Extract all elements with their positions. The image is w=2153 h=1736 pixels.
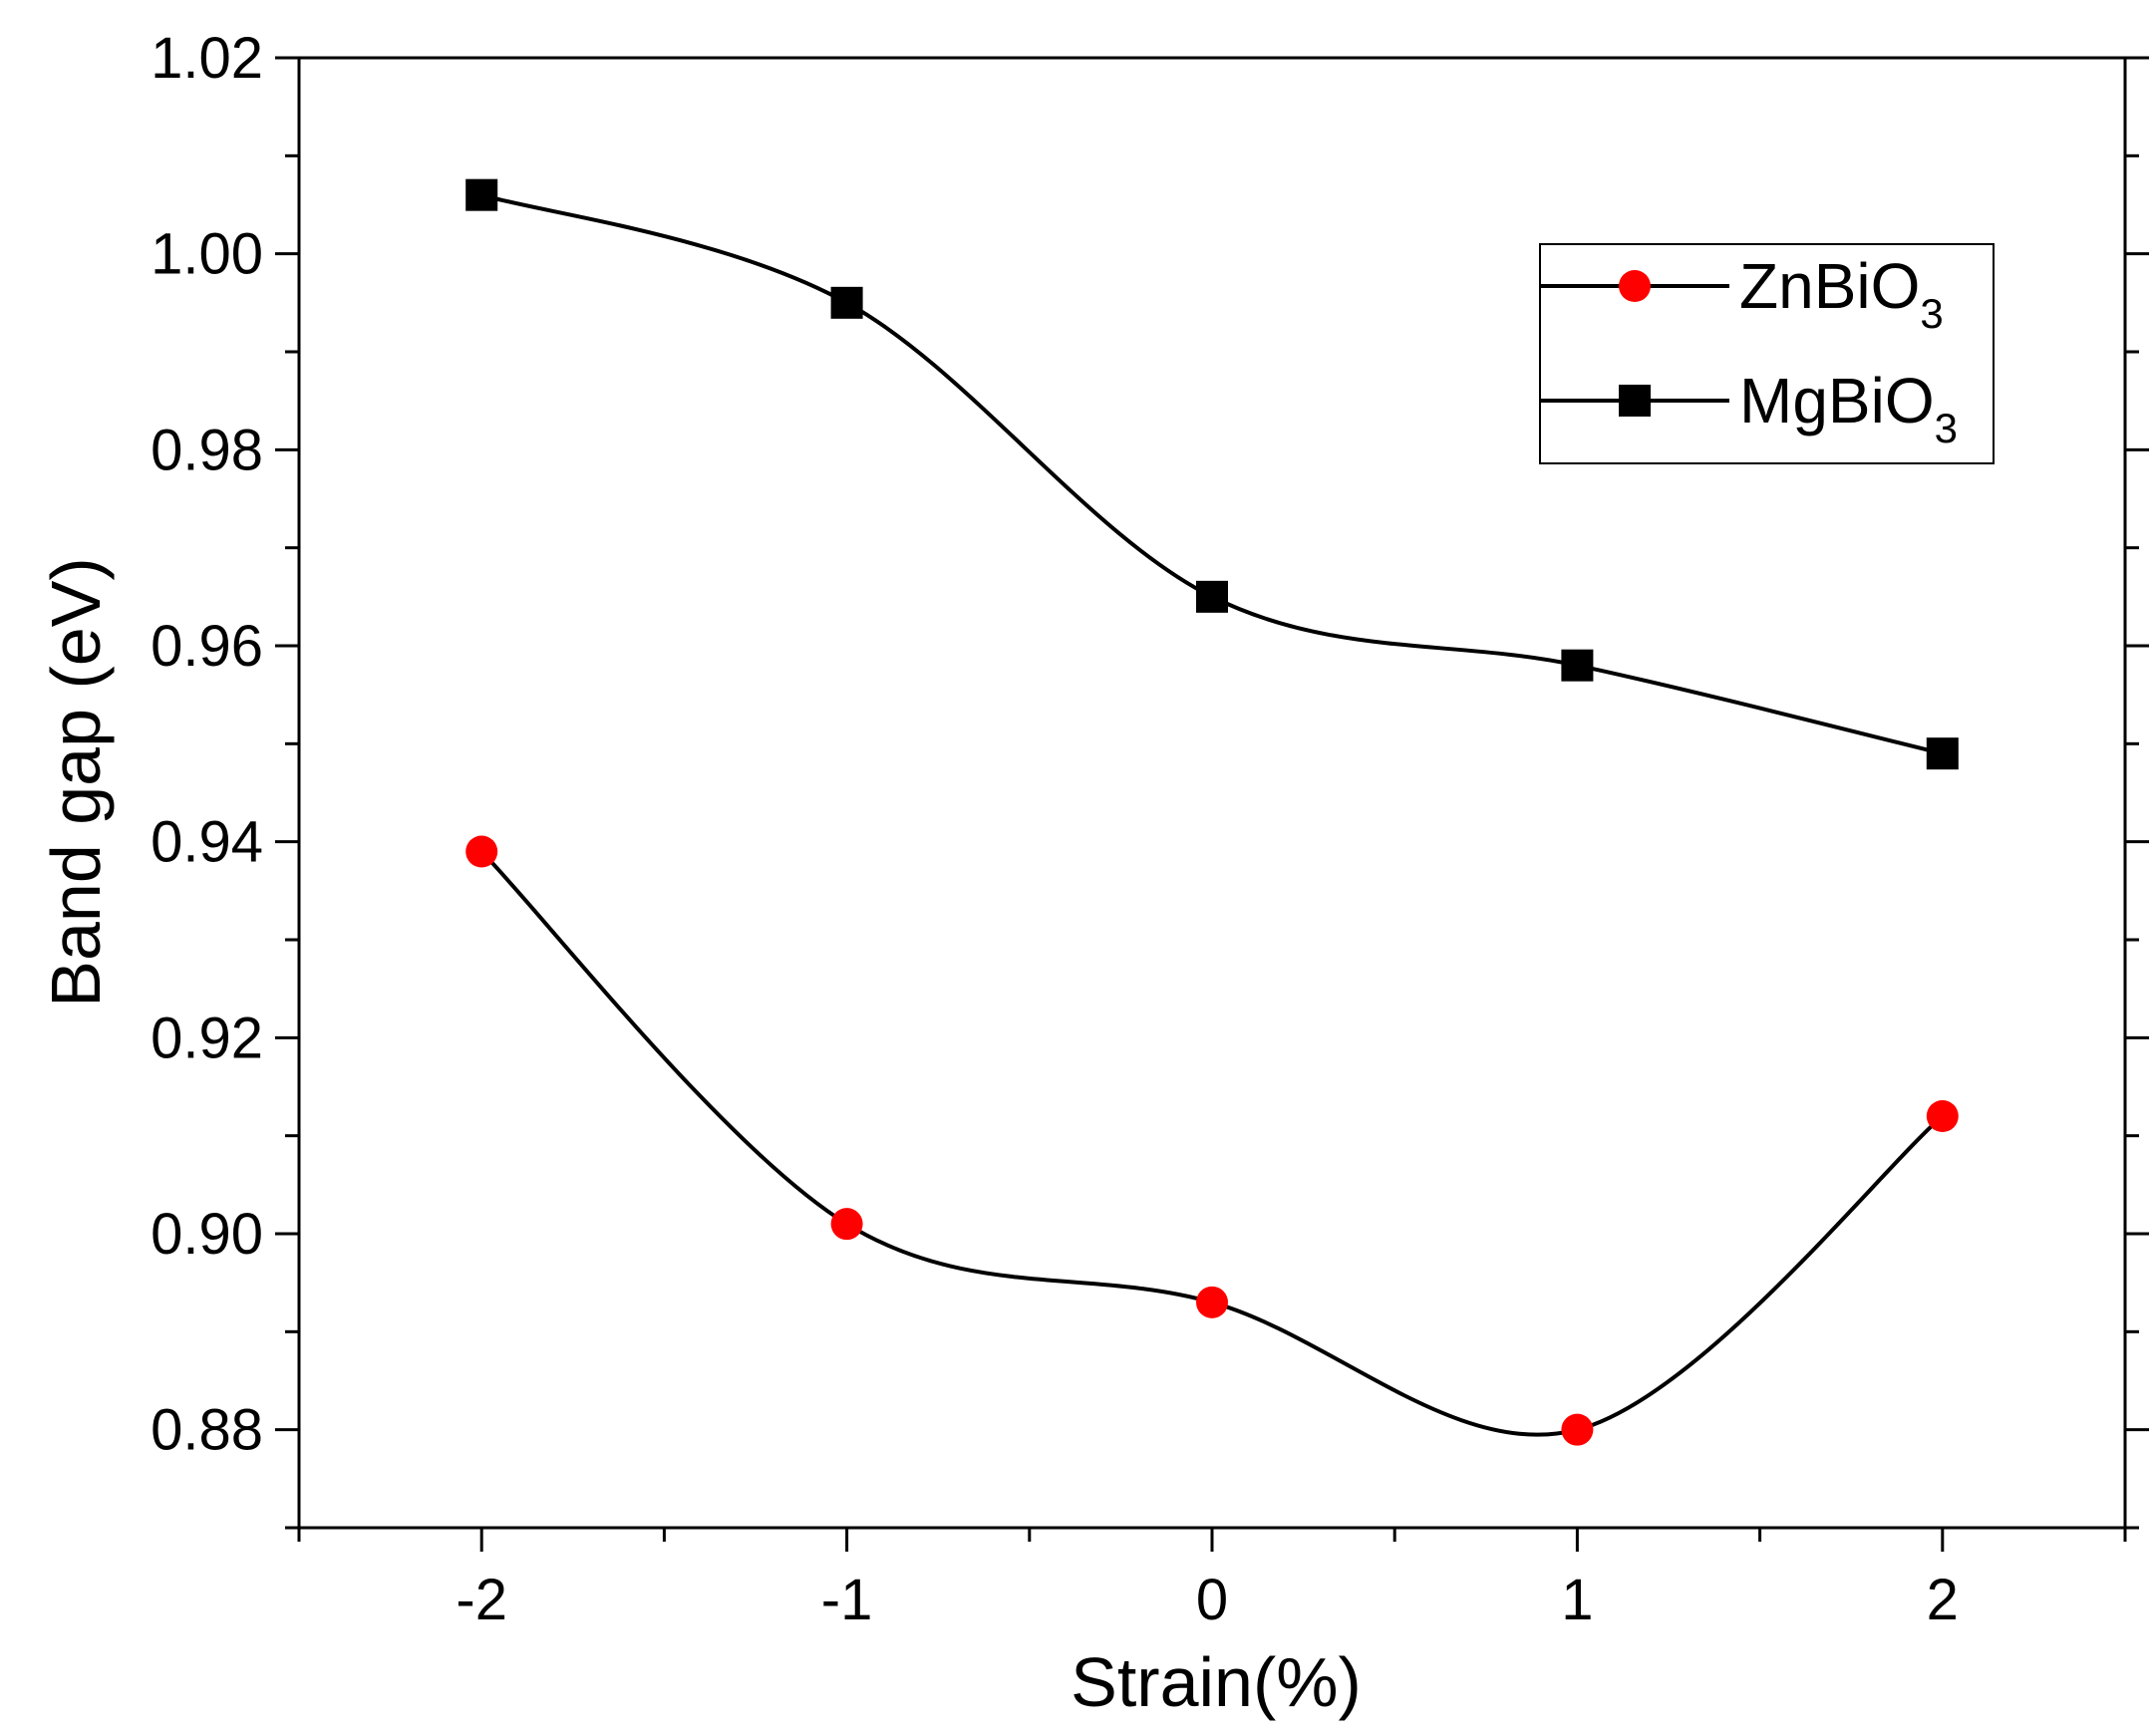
data-point-mgbio (1196, 580, 1228, 613)
y-tick-label: 1.00 (151, 222, 263, 287)
y-tick-label: 0.90 (151, 1202, 263, 1267)
data-point-znbio (1561, 1413, 1594, 1446)
y-axis-title: Band gap (eV) (37, 557, 115, 1007)
x-axis-title: Strain(%) (1071, 1643, 1362, 1721)
x-tick-label: -2 (456, 1568, 507, 1632)
legend-label-subscript: 3 (1935, 405, 1958, 451)
legend-marker-znbio (1619, 270, 1651, 302)
y-tick-label: 1.02 (151, 26, 263, 91)
y-tick-label: 0.94 (151, 810, 263, 875)
legend-marker-mgbio (1619, 385, 1651, 417)
data-point-mgbio (465, 178, 498, 211)
x-tick-label: 2 (1927, 1568, 1959, 1632)
data-point-mgbio (1926, 737, 1959, 770)
data-point-mgbio (830, 286, 863, 319)
y-tick-label: 0.98 (151, 418, 263, 482)
data-point-znbio (465, 835, 498, 868)
legend-box (1539, 243, 1995, 464)
y-tick-label: 0.88 (151, 1398, 263, 1463)
plot-area: 0.88 0.90 0.92 0.94 0.96 0.98 1.00 1.02 -2 -1 0 1 2 (151, 26, 2149, 1632)
legend-label-subscript: 3 (1920, 290, 1943, 337)
x-tick-label: 0 (1196, 1568, 1228, 1632)
x-tick-label: -1 (821, 1568, 873, 1632)
data-point-znbio (1196, 1286, 1228, 1318)
y-tick-label: 0.96 (151, 614, 263, 679)
data-point-znbio (1926, 1100, 1959, 1132)
y-tick-label: 0.92 (151, 1006, 263, 1070)
data-point-mgbio (1561, 649, 1594, 682)
x-tick-label: 1 (1561, 1568, 1593, 1632)
series-line-znbio (479, 850, 1945, 1437)
data-point-znbio (830, 1208, 863, 1241)
